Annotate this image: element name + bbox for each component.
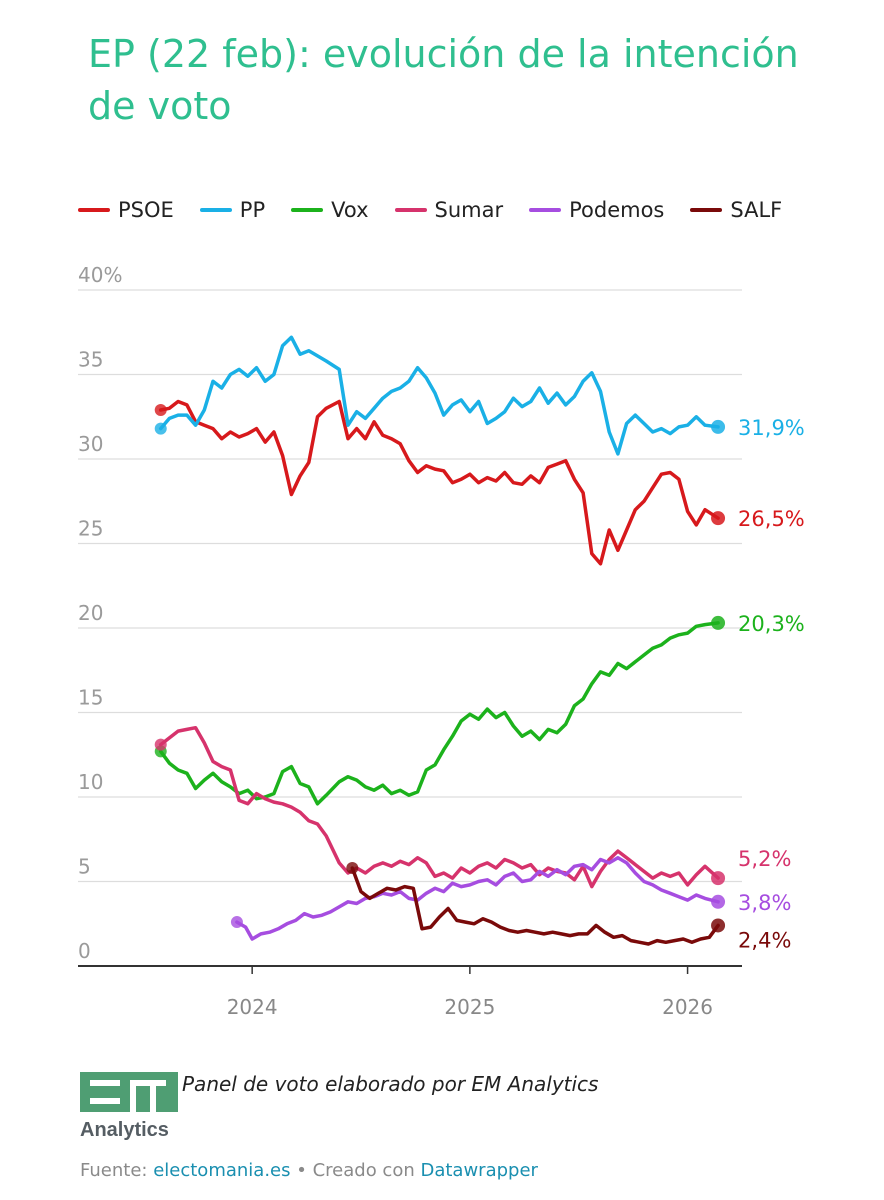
x-tick-label: 2024 (227, 995, 278, 1019)
series-line-sumar (158, 725, 720, 889)
legend-swatch (78, 208, 110, 212)
source-label: Fuente: (80, 1160, 148, 1181)
footer-note: Panel de voto elaborado por EM Analytics (182, 1072, 599, 1096)
y-tick-label: 25 (78, 517, 103, 541)
series-end-point (711, 511, 726, 526)
series-end-label: 3,8% (738, 891, 791, 915)
series-line-psoe (158, 399, 720, 566)
series-end-label: 26,5% (738, 507, 805, 531)
legend-swatch (199, 208, 232, 212)
series-line-podemos (235, 856, 720, 941)
legend-swatch (291, 208, 324, 212)
series-end-label: 31,9% (738, 416, 805, 440)
legend-item-pp: PP (199, 198, 266, 222)
series-start-point (230, 916, 243, 929)
datawrapper-link[interactable]: Datawrapper (420, 1160, 538, 1181)
legend-swatch (394, 208, 427, 212)
series-end-point (711, 918, 726, 933)
y-tick-label: 5 (78, 855, 91, 879)
y-tick-label: 0 (78, 939, 91, 963)
separator: • (296, 1160, 307, 1181)
x-tick-label: 2026 (662, 995, 713, 1019)
legend-label: PP (239, 198, 266, 222)
series-line-vox (158, 621, 720, 806)
series-end-point (711, 419, 726, 434)
y-tick-label: 10 (78, 770, 103, 794)
legend-item-sumar: Sumar (394, 198, 504, 222)
series-line-salf (350, 866, 720, 946)
legend-label: Sumar (434, 198, 504, 222)
series-start-point (154, 738, 167, 751)
legend-label: Podemos (569, 198, 665, 222)
legend-swatch (690, 208, 723, 212)
series-start-point (154, 403, 167, 416)
legend-label: SALF (730, 198, 783, 222)
y-tick-label: 15 (78, 686, 103, 710)
y-tick-label: 40% (78, 263, 122, 287)
y-tick-label: 35 (78, 348, 103, 372)
x-tick-label: 2025 (444, 995, 495, 1019)
series-start-point (154, 422, 167, 435)
legend-label: PSOE (118, 198, 174, 222)
legend-swatch (529, 208, 562, 212)
series-end-label: 2,4% (738, 928, 791, 952)
logo-text: Analytics (80, 1119, 169, 1140)
legend-label: Vox (331, 198, 369, 222)
source-line: Fuente: electomania.es • Creado con Data… (80, 1160, 538, 1181)
series-end-point (711, 615, 726, 630)
chart-title: EP (22 feb): evolución de la intención d… (88, 32, 799, 128)
legend-item-psoe: PSOE (78, 198, 174, 222)
line-chart: 40% 35 30 25 20 15 10 5 0 2024 2025 2026 26,5% 31,9% 2… (78, 263, 805, 1019)
legend-item-podemos: Podemos (529, 198, 664, 222)
series-end-point (711, 894, 726, 909)
series-end-label: 5,2% (738, 847, 791, 871)
em-logo-icon: Analytics (80, 1072, 178, 1141)
y-tick-label: 20 (78, 601, 103, 625)
series-line-pp (158, 335, 720, 456)
series-start-point (346, 861, 359, 874)
legend-item-vox: Vox (291, 198, 369, 222)
em-analytics-logo: Analytics (80, 1072, 178, 1141)
legend: PSOE PP Vox Sumar Podemos SALF (78, 198, 808, 222)
legend-item-salf: SALF (690, 198, 782, 222)
created-label: Creado con (312, 1160, 415, 1181)
series-end-point (711, 871, 726, 886)
y-tick-label: 30 (78, 432, 103, 456)
series-end-label: 20,3% (738, 612, 805, 636)
source-link[interactable]: electomania.es (153, 1160, 291, 1181)
